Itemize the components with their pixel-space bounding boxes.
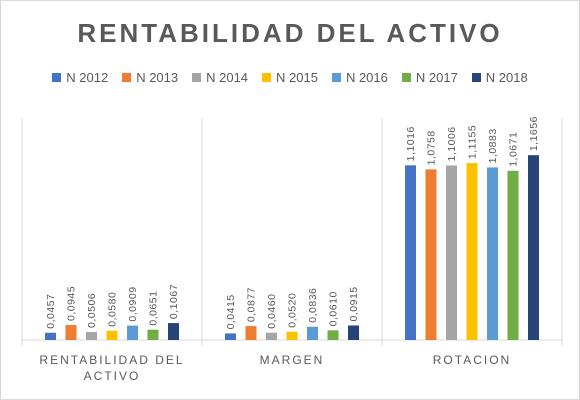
data-label: 0,0945 [66, 286, 78, 321]
bar-n-2013-cat1 [245, 326, 257, 340]
legend-swatch [122, 73, 132, 82]
bar-n-2013-cat2 [425, 169, 437, 340]
legend-item-n-2017: N 2017 [401, 70, 458, 85]
data-label: 0,0506 [86, 293, 98, 328]
legend-label: N 2015 [276, 70, 318, 85]
legend-label: N 2018 [485, 70, 528, 85]
bar-n-2018-cat0 [168, 323, 179, 340]
legend-swatch [52, 73, 62, 82]
bar-n-2014-cat1 [266, 332, 277, 340]
legend-swatch [192, 73, 202, 82]
legend-item-n-2018: N 2018 [471, 70, 528, 85]
data-label: 0,0520 [287, 293, 299, 328]
data-label: 1,1155 [467, 125, 479, 159]
legend-swatch [471, 73, 481, 82]
legend-label: N 2017 [415, 70, 458, 85]
data-label: 0,0610 [328, 291, 340, 326]
data-label: 0,0651 [148, 291, 160, 326]
legend-swatch [262, 73, 272, 82]
bar-n-2016-cat0 [127, 325, 138, 340]
bar-n-2015-cat2 [466, 163, 478, 340]
data-label: 0,0460 [266, 294, 278, 329]
legend-item-n-2015: N 2015 [262, 70, 318, 85]
legend-item-n-2013: N 2013 [122, 70, 178, 85]
bar-n-2012-cat2 [405, 165, 416, 340]
data-label: 1,0883 [487, 128, 499, 163]
legend-item-n-2016: N 2016 [331, 70, 388, 85]
chart-title: RENTABILIDAD DEL ACTIVO [77, 18, 503, 48]
data-label: 1,0758 [426, 130, 438, 165]
legend-item-n-2014: N 2014 [192, 70, 248, 85]
bar-n-2015-cat0 [106, 330, 118, 340]
bar-n-2017-cat1 [327, 330, 339, 340]
data-label: 0,0909 [127, 286, 139, 321]
bar-n-2017-cat0 [147, 329, 159, 340]
bar-n-2016-cat2 [487, 167, 498, 340]
data-label: 1,1656 [528, 116, 540, 151]
legend-swatch [331, 73, 341, 82]
data-label: 1,1006 [446, 126, 458, 161]
legend-label: N 2013 [136, 70, 179, 85]
data-label: 0,0457 [45, 294, 57, 329]
data-label: 0,1067 [168, 284, 180, 319]
bar-n-2014-cat2 [446, 165, 457, 340]
bar-n-2012-cat1 [225, 333, 236, 340]
category-label: RENTABILIDAD DEL [39, 353, 184, 367]
data-label: 0,0415 [225, 294, 237, 329]
legend-label: N 2016 [345, 70, 388, 85]
category-label: ACTIVO [84, 369, 141, 383]
legend: N 2012 N 2013 N 2014 N 2015 N 2016 N 2017 N 20… [0, 70, 580, 85]
bar-n-2016-cat1 [307, 326, 318, 340]
legend-label: N 2012 [66, 70, 109, 85]
category-label: MARGEN [260, 353, 325, 367]
bar-n-2017-cat2 [507, 170, 519, 340]
bar-n-2018-cat2 [528, 155, 539, 340]
bar-n-2014-cat0 [86, 331, 97, 340]
legend-label: N 2014 [206, 70, 249, 85]
data-label: 0,0580 [107, 292, 119, 327]
data-label: 1,0671 [508, 132, 520, 167]
bar-n-2013-cat0 [65, 325, 77, 340]
data-label: 0,0915 [348, 286, 360, 321]
bar-n-2018-cat1 [348, 325, 359, 340]
category-label: ROTACION [433, 353, 511, 367]
legend-swatch [401, 73, 411, 82]
bar-n-2012-cat0 [45, 332, 56, 340]
bar-n-2015-cat1 [286, 331, 298, 340]
data-label: 0,0877 [246, 287, 258, 322]
data-label: 0,0836 [307, 288, 319, 323]
legend-item-n-2012: N 2012 [52, 70, 108, 85]
data-label: 1,1016 [405, 126, 417, 161]
